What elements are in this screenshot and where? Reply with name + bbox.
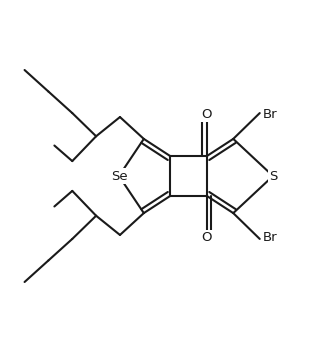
Text: Br: Br: [263, 108, 278, 121]
Text: S: S: [269, 170, 277, 182]
Text: Br: Br: [263, 231, 278, 244]
Text: O: O: [201, 108, 212, 121]
Text: O: O: [201, 231, 212, 244]
Text: Se: Se: [111, 170, 127, 182]
